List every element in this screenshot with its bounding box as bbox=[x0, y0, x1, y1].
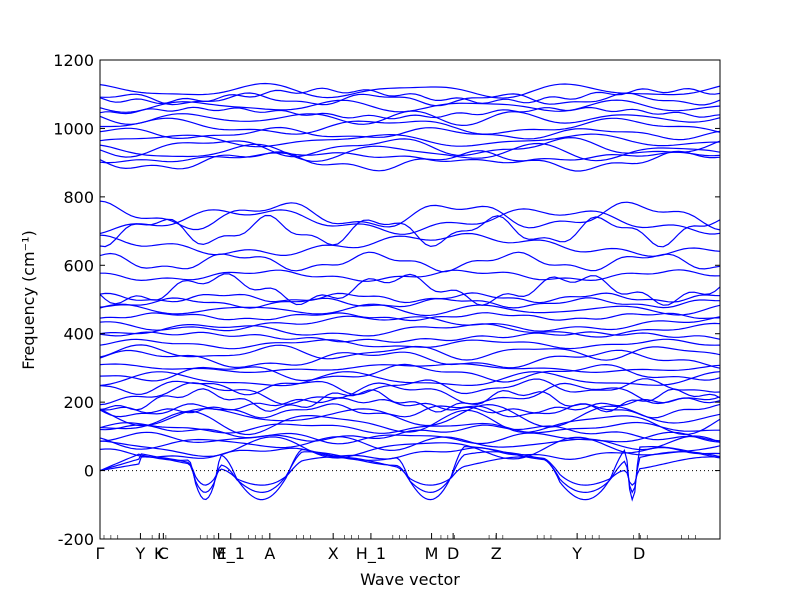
band-acoustic bbox=[100, 456, 720, 486]
band-optical-low bbox=[100, 331, 720, 343]
band-optical-high bbox=[100, 106, 720, 120]
band-acoustic bbox=[100, 445, 720, 502]
x-tick-label: D bbox=[447, 544, 459, 563]
band-optical-low bbox=[100, 292, 720, 304]
band-optical-low bbox=[100, 363, 720, 374]
x-tick-label: A bbox=[264, 544, 275, 563]
band-optical-low bbox=[100, 344, 720, 361]
x-tick-label: Z bbox=[491, 544, 502, 563]
band-optical-low bbox=[100, 349, 720, 369]
y-tick-label: 1200 bbox=[53, 51, 94, 70]
band-optical-low bbox=[100, 409, 720, 436]
band-optical-low bbox=[100, 363, 720, 383]
plot-frame bbox=[99, 59, 721, 540]
band-optical-high bbox=[100, 136, 720, 158]
band-optical-mid bbox=[100, 200, 720, 231]
band-optical-low bbox=[100, 436, 720, 460]
x-tick-label: Y bbox=[571, 544, 582, 563]
band-optical-low bbox=[100, 403, 720, 428]
band-optical-low bbox=[100, 403, 720, 419]
y-tick-label: 600 bbox=[63, 256, 94, 275]
x-tick-label: H_1 bbox=[356, 544, 386, 564]
band-optical-low bbox=[100, 303, 720, 317]
bands-layer bbox=[100, 82, 720, 502]
x-tick-label: M bbox=[212, 544, 226, 563]
band-optical-high bbox=[100, 151, 720, 164]
band-optical-high bbox=[100, 110, 720, 127]
band-optical-low bbox=[100, 312, 720, 322]
y-tick-label: -200 bbox=[58, 530, 94, 549]
x-tick-label: E_1 bbox=[217, 544, 245, 564]
x-tick-label: K bbox=[154, 544, 165, 563]
band-optical-low bbox=[100, 388, 720, 413]
band-optical-mid bbox=[100, 273, 720, 306]
band-optical-high bbox=[100, 133, 720, 148]
band-optical-high bbox=[100, 150, 720, 172]
x-tick-label: C bbox=[158, 544, 169, 563]
band-optical-mid bbox=[100, 208, 720, 235]
x-tick-label: X bbox=[328, 544, 339, 563]
band-optical-high bbox=[100, 117, 720, 135]
x-tick-label: D bbox=[633, 544, 645, 563]
band-optical-high bbox=[100, 82, 720, 99]
band-optical-mid bbox=[100, 232, 720, 257]
band-optical-low bbox=[100, 371, 720, 387]
band-optical-mid bbox=[100, 251, 720, 273]
band-optical-high bbox=[100, 142, 720, 162]
band-optical-low bbox=[100, 435, 720, 452]
band-optical-low bbox=[100, 378, 720, 396]
y-tick-label: 1000 bbox=[53, 119, 94, 138]
band-optical-low bbox=[100, 315, 720, 332]
band-optical-low bbox=[100, 446, 720, 461]
band-optical-low bbox=[100, 382, 720, 406]
x-axis-label: Wave vector bbox=[360, 570, 460, 589]
band-optical-low bbox=[100, 431, 720, 445]
band-optical-mid bbox=[100, 214, 720, 248]
y-tick-label: 800 bbox=[63, 188, 94, 207]
y-axis: -200 0 200 400 600 800 1000 1200 bbox=[53, 51, 720, 549]
y-axis-label: Frequency (cm⁻¹) bbox=[19, 230, 38, 369]
band-optical-low bbox=[100, 424, 720, 442]
x-tick-label: Y bbox=[135, 544, 146, 563]
y-tick-label: 0 bbox=[84, 462, 94, 481]
x-tick-label: Γ bbox=[96, 544, 105, 563]
y-tick-label: 400 bbox=[63, 325, 94, 344]
x-axis: Γ Y KC ME_1 A X H_1 M D Z Y D bbox=[96, 533, 696, 564]
band-optical-high bbox=[100, 92, 720, 107]
band-optical-mid bbox=[100, 269, 720, 282]
y-tick-label: 200 bbox=[63, 393, 94, 412]
x-tick-label: M bbox=[425, 544, 439, 563]
band-optical-low bbox=[100, 297, 720, 309]
